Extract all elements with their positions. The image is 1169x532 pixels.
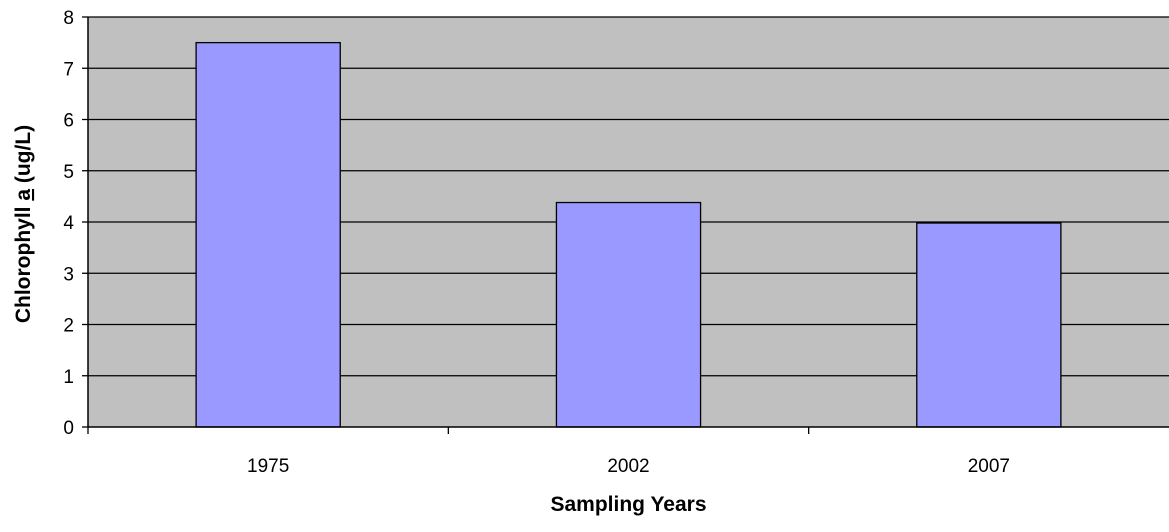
labels: 0 1 2 3 4 5 6 7 8 1975 2002 2007 bbox=[63, 8, 1010, 477]
y-tick-label: 5 bbox=[63, 162, 74, 183]
y-tick-label: 7 bbox=[63, 59, 74, 80]
y-tick-label: 4 bbox=[63, 213, 74, 234]
y-tick-label: 1 bbox=[63, 367, 74, 388]
y-axis-title-part-1: Chlorophyll bbox=[12, 201, 35, 324]
y-axis-title: Chlorophyll a (ug/L) bbox=[12, 125, 35, 323]
x-tick-label: 2007 bbox=[968, 456, 1010, 477]
axes bbox=[82, 16, 1169, 434]
y-tick-label: 8 bbox=[63, 8, 74, 29]
y-tick-label: 0 bbox=[63, 418, 74, 439]
y-tick-label: 3 bbox=[63, 264, 74, 285]
y-tick-label: 6 bbox=[63, 111, 74, 132]
y-axis-title-part-2: (ug/L) bbox=[12, 125, 35, 189]
x-axis-title: Sampling Years bbox=[550, 493, 706, 516]
x-tick-label: 1975 bbox=[247, 456, 289, 477]
y-axis-title-underlined: a bbox=[12, 189, 35, 201]
x-tick-label: 2002 bbox=[607, 456, 649, 477]
bar-1975 bbox=[195, 41, 341, 428]
bar-2007 bbox=[916, 222, 1062, 428]
y-tick-label: 2 bbox=[63, 316, 74, 337]
bars bbox=[195, 41, 1062, 428]
bar-2002 bbox=[555, 201, 702, 428]
